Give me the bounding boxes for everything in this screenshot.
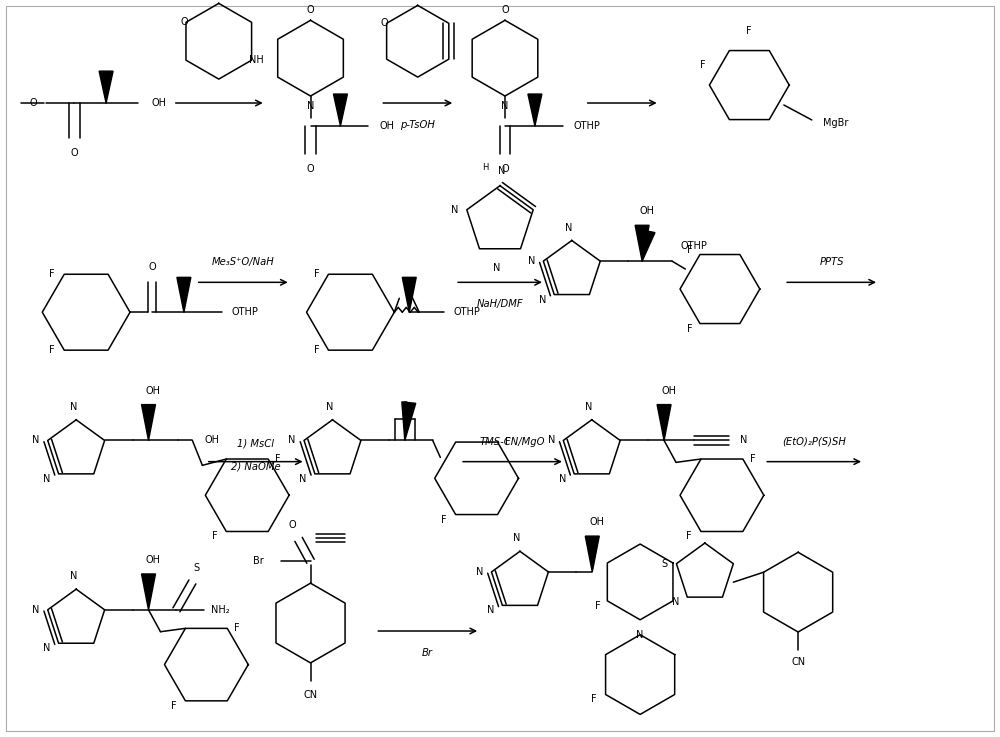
Text: N: N bbox=[548, 436, 555, 445]
Text: O: O bbox=[501, 5, 509, 15]
Text: N: N bbox=[299, 474, 307, 484]
Text: MgBr: MgBr bbox=[823, 118, 848, 128]
FancyBboxPatch shape bbox=[6, 7, 994, 730]
Text: N: N bbox=[32, 605, 39, 615]
Text: F: F bbox=[234, 624, 240, 633]
Polygon shape bbox=[142, 574, 155, 609]
Text: O: O bbox=[289, 520, 296, 531]
Polygon shape bbox=[635, 226, 649, 261]
Polygon shape bbox=[657, 405, 671, 441]
Text: N: N bbox=[740, 436, 748, 445]
Text: NaH/DMF: NaH/DMF bbox=[477, 299, 523, 310]
Text: F: F bbox=[171, 701, 176, 710]
Polygon shape bbox=[99, 71, 113, 103]
Text: F: F bbox=[687, 245, 693, 254]
Text: N: N bbox=[513, 534, 521, 543]
Text: Br: Br bbox=[253, 556, 264, 566]
Polygon shape bbox=[333, 94, 347, 126]
Text: N: N bbox=[70, 402, 77, 412]
Text: OH: OH bbox=[380, 121, 395, 131]
Text: N: N bbox=[326, 402, 333, 412]
Text: O: O bbox=[180, 17, 188, 27]
Text: F: F bbox=[275, 454, 281, 464]
Text: OH: OH bbox=[146, 555, 161, 565]
Text: 2) NaOMe: 2) NaOMe bbox=[231, 461, 280, 472]
Text: F: F bbox=[687, 324, 693, 334]
Text: OTHP: OTHP bbox=[231, 307, 258, 317]
Text: 1) MsCl: 1) MsCl bbox=[237, 439, 274, 449]
Text: NH₂: NH₂ bbox=[211, 605, 230, 615]
Text: N: N bbox=[451, 205, 459, 214]
Text: N: N bbox=[70, 571, 77, 581]
Text: OH: OH bbox=[662, 385, 677, 396]
Text: CN: CN bbox=[303, 690, 318, 699]
Text: PPTS: PPTS bbox=[819, 257, 844, 268]
Text: OH: OH bbox=[205, 436, 220, 445]
Text: OH: OH bbox=[151, 98, 166, 108]
Polygon shape bbox=[142, 405, 155, 441]
Text: F: F bbox=[700, 60, 706, 70]
Polygon shape bbox=[402, 277, 416, 312]
Text: N: N bbox=[672, 597, 679, 607]
Text: N: N bbox=[559, 474, 566, 484]
Text: F: F bbox=[49, 269, 55, 279]
Text: F: F bbox=[441, 514, 447, 525]
Text: F: F bbox=[314, 345, 319, 355]
Polygon shape bbox=[177, 277, 191, 312]
Text: O: O bbox=[307, 164, 314, 174]
Text: O: O bbox=[381, 18, 388, 28]
Text: F: F bbox=[686, 531, 692, 542]
Text: O: O bbox=[307, 5, 314, 15]
Text: F: F bbox=[591, 694, 596, 705]
Text: N: N bbox=[43, 474, 50, 484]
Text: OTHP: OTHP bbox=[454, 307, 481, 317]
Text: OTHP: OTHP bbox=[681, 241, 707, 251]
Text: N: N bbox=[565, 223, 572, 233]
Text: O: O bbox=[70, 148, 78, 158]
Text: OH: OH bbox=[146, 385, 161, 396]
Text: N: N bbox=[539, 295, 546, 304]
Text: TMS-CN/MgO: TMS-CN/MgO bbox=[480, 437, 545, 447]
Text: N: N bbox=[487, 605, 494, 615]
Text: F: F bbox=[314, 269, 319, 279]
Text: F: F bbox=[595, 601, 600, 611]
Text: N: N bbox=[585, 402, 592, 412]
Text: N: N bbox=[493, 263, 501, 273]
Text: H: H bbox=[482, 164, 488, 172]
Polygon shape bbox=[528, 94, 542, 126]
Text: OH: OH bbox=[590, 517, 605, 527]
Text: O: O bbox=[406, 280, 413, 289]
Text: N: N bbox=[307, 101, 314, 111]
Text: O: O bbox=[29, 98, 37, 108]
Text: F: F bbox=[212, 531, 217, 542]
Text: N: N bbox=[32, 436, 39, 445]
Text: N: N bbox=[43, 643, 50, 653]
Text: N: N bbox=[476, 567, 483, 577]
Text: O: O bbox=[401, 401, 408, 410]
Polygon shape bbox=[402, 402, 416, 441]
Text: O: O bbox=[501, 164, 509, 174]
Text: OH: OH bbox=[640, 206, 655, 217]
Text: S: S bbox=[661, 559, 668, 569]
Text: F: F bbox=[746, 27, 752, 36]
Text: (EtO)₂P(S)SH: (EtO)₂P(S)SH bbox=[782, 437, 846, 447]
Text: N: N bbox=[288, 436, 296, 445]
Text: F: F bbox=[505, 437, 510, 447]
Text: O: O bbox=[148, 262, 156, 273]
Text: OTHP: OTHP bbox=[573, 121, 600, 131]
Text: Me₃S⁺O/NaH: Me₃S⁺O/NaH bbox=[212, 257, 275, 268]
Polygon shape bbox=[585, 536, 599, 572]
Text: CN: CN bbox=[791, 657, 805, 667]
Text: N: N bbox=[636, 629, 644, 640]
Text: NH: NH bbox=[249, 55, 264, 65]
Text: Br: Br bbox=[422, 648, 433, 658]
Text: S: S bbox=[193, 563, 199, 573]
Text: N: N bbox=[528, 256, 535, 266]
Text: N: N bbox=[501, 101, 509, 111]
Text: F: F bbox=[750, 454, 756, 464]
Polygon shape bbox=[641, 230, 655, 261]
Text: N: N bbox=[498, 166, 506, 175]
Text: p-TsOH: p-TsOH bbox=[400, 120, 435, 130]
Text: F: F bbox=[49, 345, 55, 355]
